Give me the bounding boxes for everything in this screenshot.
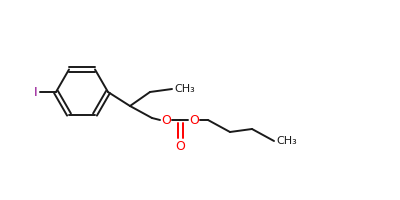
Text: O: O [189, 114, 199, 127]
Text: CH₃: CH₃ [277, 136, 297, 146]
Text: O: O [175, 140, 185, 152]
Text: O: O [161, 114, 171, 127]
Text: I: I [34, 86, 38, 98]
Text: CH₃: CH₃ [175, 84, 195, 94]
